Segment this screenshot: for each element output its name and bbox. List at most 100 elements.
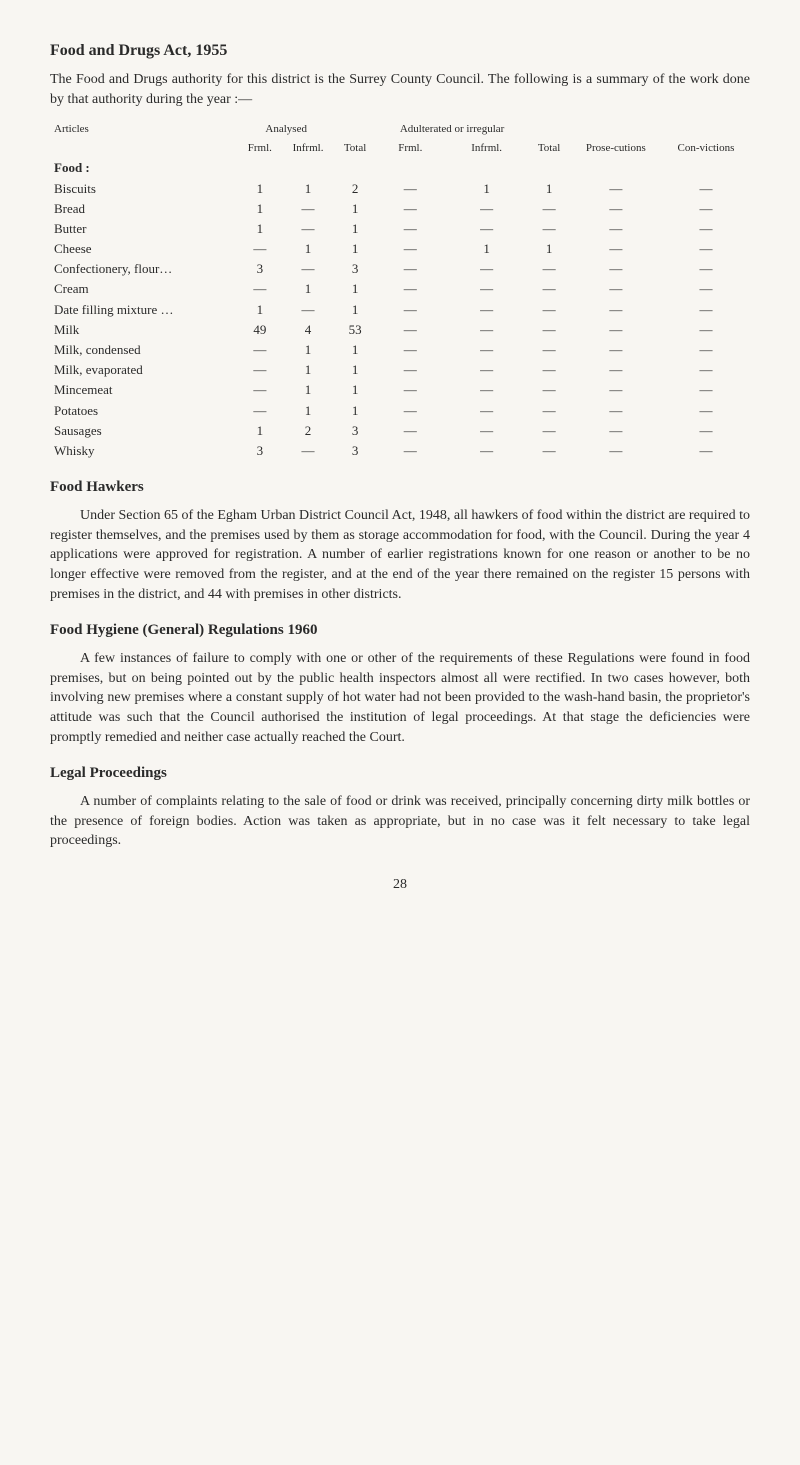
row-label: Cheese xyxy=(50,239,238,259)
cell-value: — xyxy=(282,441,335,461)
cell-value: — xyxy=(376,300,445,320)
cell-value: 1 xyxy=(238,300,282,320)
cell-value: — xyxy=(376,179,445,199)
col-frml2: Frml. xyxy=(376,139,445,158)
cell-value: — xyxy=(282,199,335,219)
cell-value: 1 xyxy=(282,179,335,199)
cell-value: — xyxy=(238,239,282,259)
cell-value: — xyxy=(376,279,445,299)
cell-value: 1 xyxy=(334,199,375,219)
section-food-label: Food : xyxy=(50,158,238,178)
cell-value: — xyxy=(445,199,529,219)
cell-value: 1 xyxy=(334,340,375,360)
cell-value: 1 xyxy=(334,360,375,380)
cell-value: 1 xyxy=(282,239,335,259)
cell-value: — xyxy=(662,179,750,199)
cell-value: 1 xyxy=(282,380,335,400)
cell-value: — xyxy=(528,300,569,320)
row-label: Butter xyxy=(50,219,238,239)
cell-value: — xyxy=(570,279,662,299)
cell-value: — xyxy=(662,259,750,279)
cell-value: — xyxy=(570,179,662,199)
cell-value: — xyxy=(662,360,750,380)
table-row: Cheese—11—11—— xyxy=(50,239,750,259)
table-row: Milk, condensed—11————— xyxy=(50,340,750,360)
cell-value: — xyxy=(238,360,282,380)
cell-value: — xyxy=(570,320,662,340)
heading-food-hawkers: Food Hawkers xyxy=(50,477,750,498)
col-total1: Total xyxy=(334,120,375,159)
heading-food-hygiene: Food Hygiene (General) Regulations 1960 xyxy=(50,620,750,641)
cell-value: — xyxy=(570,259,662,279)
cell-value: — xyxy=(445,259,529,279)
cell-value: 53 xyxy=(334,320,375,340)
table-row: Sausages123————— xyxy=(50,421,750,441)
cell-value: 1 xyxy=(528,239,569,259)
cell-value: 49 xyxy=(238,320,282,340)
cell-value: 1 xyxy=(282,401,335,421)
cell-value: — xyxy=(528,421,569,441)
cell-value: — xyxy=(282,259,335,279)
cell-value: — xyxy=(662,441,750,461)
cell-value: — xyxy=(662,300,750,320)
cell-value: 1 xyxy=(238,219,282,239)
cell-value: — xyxy=(376,199,445,219)
cell-value: — xyxy=(376,421,445,441)
page-number: 28 xyxy=(50,875,750,895)
cell-value: 3 xyxy=(334,441,375,461)
table-row: Cream—11————— xyxy=(50,279,750,299)
cell-value: 1 xyxy=(445,239,529,259)
cell-value: 1 xyxy=(282,340,335,360)
cell-value: — xyxy=(445,320,529,340)
cell-value: — xyxy=(376,320,445,340)
cell-value: 4 xyxy=(282,320,335,340)
table-row: Confectionery, flour…3—3————— xyxy=(50,259,750,279)
row-label: Bread xyxy=(50,199,238,219)
cell-value: 3 xyxy=(334,259,375,279)
cell-value: — xyxy=(376,441,445,461)
cell-value: — xyxy=(662,401,750,421)
row-label: Cream xyxy=(50,279,238,299)
cell-value: 1 xyxy=(334,401,375,421)
cell-value: — xyxy=(662,380,750,400)
cell-value: 1 xyxy=(334,300,375,320)
cell-value: — xyxy=(445,441,529,461)
table-row: Bread1—1————— xyxy=(50,199,750,219)
page-title: Food and Drugs Act, 1955 xyxy=(50,40,750,62)
cell-value: — xyxy=(570,421,662,441)
row-label: Confectionery, flour… xyxy=(50,259,238,279)
cell-value: 1 xyxy=(528,179,569,199)
heading-legal-proceedings: Legal Proceedings xyxy=(50,763,750,784)
cell-value: — xyxy=(528,219,569,239)
cell-value: — xyxy=(238,279,282,299)
cell-value: — xyxy=(376,259,445,279)
cell-value: — xyxy=(282,300,335,320)
table-row: Whisky3—3————— xyxy=(50,441,750,461)
cell-value: — xyxy=(570,199,662,219)
cell-value: — xyxy=(570,219,662,239)
col-analysed: Analysed xyxy=(238,120,334,139)
cell-value: 1 xyxy=(238,421,282,441)
col-prosecutions: Prose-cutions xyxy=(570,120,662,159)
cell-value: — xyxy=(570,239,662,259)
cell-value: — xyxy=(662,199,750,219)
row-label: Sausages xyxy=(50,421,238,441)
cell-value: — xyxy=(528,380,569,400)
table-row: Date filling mixture …1—1————— xyxy=(50,300,750,320)
row-label: Mincemeat xyxy=(50,380,238,400)
cell-value: — xyxy=(528,340,569,360)
cell-value: — xyxy=(528,259,569,279)
cell-value: — xyxy=(662,279,750,299)
paragraph-food-hygiene: A few instances of failure to comply wit… xyxy=(50,649,750,747)
cell-value: — xyxy=(445,219,529,239)
col-articles: Articles xyxy=(50,120,238,159)
cell-value: — xyxy=(570,441,662,461)
cell-value: — xyxy=(528,401,569,421)
col-convictions: Con-victions xyxy=(662,120,750,159)
col-infrml2: Infrml. xyxy=(445,139,529,158)
cell-value: 1 xyxy=(334,239,375,259)
cell-value: — xyxy=(528,279,569,299)
cell-value: — xyxy=(570,360,662,380)
cell-value: 1 xyxy=(334,219,375,239)
cell-value: — xyxy=(238,340,282,360)
